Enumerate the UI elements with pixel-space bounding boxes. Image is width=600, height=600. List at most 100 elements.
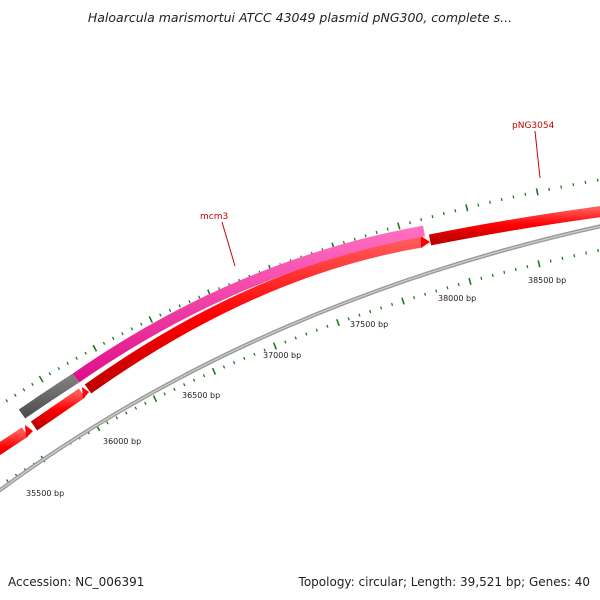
inner-ring-minor-tick <box>424 292 427 296</box>
outer-ring-minor-tick <box>5 399 9 403</box>
outer-ring-minor-tick <box>431 215 434 219</box>
gene-label-pNG3054: pNG3054 <box>512 121 555 131</box>
inner-ring-minor-tick <box>326 324 329 328</box>
inner-ring-minor-tick <box>514 267 517 272</box>
outer-ring-minor-tick <box>489 200 491 204</box>
inner-ring-minor-tick <box>222 365 226 369</box>
cds-arrow-1[interactable] <box>0 427 29 462</box>
inner-ring-minor-tick <box>491 273 494 277</box>
outer-ring-minor-tick <box>84 351 87 355</box>
cds-arrow-2[interactable] <box>30 388 86 431</box>
inner-ring-minor-tick <box>134 406 138 410</box>
cds-arrow-4[interactable] <box>428 206 600 246</box>
bp-label-35500: 35500 bp <box>26 489 64 498</box>
outer-ring-minor-tick <box>66 361 69 366</box>
outer-ring-major-tick <box>38 375 44 383</box>
inner-ring-major-tick <box>468 277 472 286</box>
outer-ring-minor-tick <box>75 356 78 360</box>
inner-ring-minor-tick <box>480 276 483 280</box>
feature-gray[interactable] <box>18 373 79 419</box>
inner-ring-major-tick <box>537 260 541 268</box>
cds-arrowhead-2 <box>82 387 89 399</box>
outer-ring-minor-tick <box>111 336 115 341</box>
inner-ring-minor-tick <box>446 286 449 290</box>
inner-ring-minor-tick <box>305 332 308 336</box>
inner-ring-minor-tick <box>253 352 256 356</box>
inner-ring-minor-tick <box>412 296 416 300</box>
bp-label-36000: 36000 bp <box>103 437 141 446</box>
outer-ring-minor-tick <box>442 212 445 216</box>
outer-ring-minor-tick <box>140 322 143 326</box>
inner-ring-minor-tick <box>294 336 297 340</box>
inner-ring-minor-tick <box>232 361 236 365</box>
inner-ring-minor-tick <box>390 302 394 307</box>
outer-ring-minor-tick <box>584 180 587 185</box>
inner-ring-major-tick <box>401 297 405 305</box>
outer-ring-minor-tick <box>572 183 575 187</box>
inner-ring-minor-tick <box>358 313 361 317</box>
outer-ring-minor-tick <box>102 341 106 345</box>
outer-ring-minor-tick <box>420 218 423 222</box>
inner-ring-minor-tick <box>561 256 564 260</box>
topology-summary: Topology: circular; Length: 39,521 bp; G… <box>298 575 590 589</box>
outer-ring-minor-tick <box>560 185 563 189</box>
outer-ring-minor-tick <box>408 221 412 225</box>
inner-ring-major-tick <box>336 319 340 327</box>
outer-ring-minor-tick <box>168 308 172 313</box>
outer-ring-minor-tick <box>48 372 52 376</box>
outer-ring-minor-tick <box>57 366 61 371</box>
outer-ring-minor-tick <box>198 295 201 299</box>
inner-ring-minor-tick <box>457 282 460 287</box>
outer-ring-major-tick <box>397 222 401 230</box>
inner-ring-minor-tick <box>263 348 266 352</box>
outer-ring-minor-tick <box>524 192 527 196</box>
outer-ring-major-tick <box>92 344 98 352</box>
outer-ring-minor-tick <box>13 393 17 397</box>
inner-ring-minor-tick <box>192 378 196 382</box>
pNG3054-leader-line <box>534 130 541 179</box>
inner-ring-minor-tick <box>315 328 318 332</box>
plasmid-backbone-highlight <box>0 225 600 491</box>
bp-label-37000: 37000 bp <box>263 351 301 360</box>
inner-ring-minor-tick <box>243 356 246 361</box>
inner-ring-major-tick <box>211 367 217 375</box>
outer-ring-minor-tick <box>454 209 457 213</box>
outer-ring-minor-tick <box>342 241 346 245</box>
inner-ring-minor-tick <box>435 289 438 293</box>
outer-ring-minor-tick <box>548 187 551 192</box>
outer-ring-minor-tick <box>130 327 134 331</box>
outer-ring-major-tick <box>465 204 469 212</box>
inner-ring-minor-tick <box>183 383 186 387</box>
inner-ring-minor-tick <box>173 387 176 391</box>
outer-ring-minor-tick <box>386 227 389 231</box>
outer-ring-minor-tick <box>596 178 599 182</box>
inner-ring-minor-tick <box>106 421 109 425</box>
bp-label-38000: 38000 bp <box>438 294 476 303</box>
inner-ring-minor-tick <box>549 259 552 263</box>
cds-arrowhead-1 <box>25 425 33 438</box>
bp-label-37500: 37500 bp <box>350 320 388 329</box>
inner-ring-minor-tick <box>115 416 119 420</box>
page-title: Haloarcula marismortui ATCC 43049 plasmi… <box>87 10 513 25</box>
inner-ring-minor-tick <box>597 248 599 253</box>
feature-mcm3[interactable] <box>72 225 425 383</box>
inner-ring-minor-tick <box>585 251 588 255</box>
outer-ring-major-tick <box>535 188 539 196</box>
outer-ring-minor-tick <box>159 313 162 317</box>
inner-ring-major-tick <box>152 395 158 403</box>
outer-ring-minor-tick <box>121 332 124 336</box>
outer-ring-minor-tick <box>364 234 367 238</box>
outer-ring-minor-tick <box>500 197 503 202</box>
cds-arrow-3[interactable] <box>84 236 423 394</box>
outer-ring-minor-tick <box>477 203 480 207</box>
accession-label: Accession: NC_006391 <box>8 575 145 589</box>
inner-ring-minor-tick <box>6 479 9 483</box>
inner-ring-minor-tick <box>202 374 206 378</box>
outer-tick-ring <box>5 178 599 403</box>
inner-ring-minor-tick <box>125 411 128 415</box>
inner-ring-major-tick <box>272 342 278 350</box>
gene-label-mcm3: mcm3 <box>200 212 228 222</box>
cds-arrowhead-3 <box>421 236 430 248</box>
